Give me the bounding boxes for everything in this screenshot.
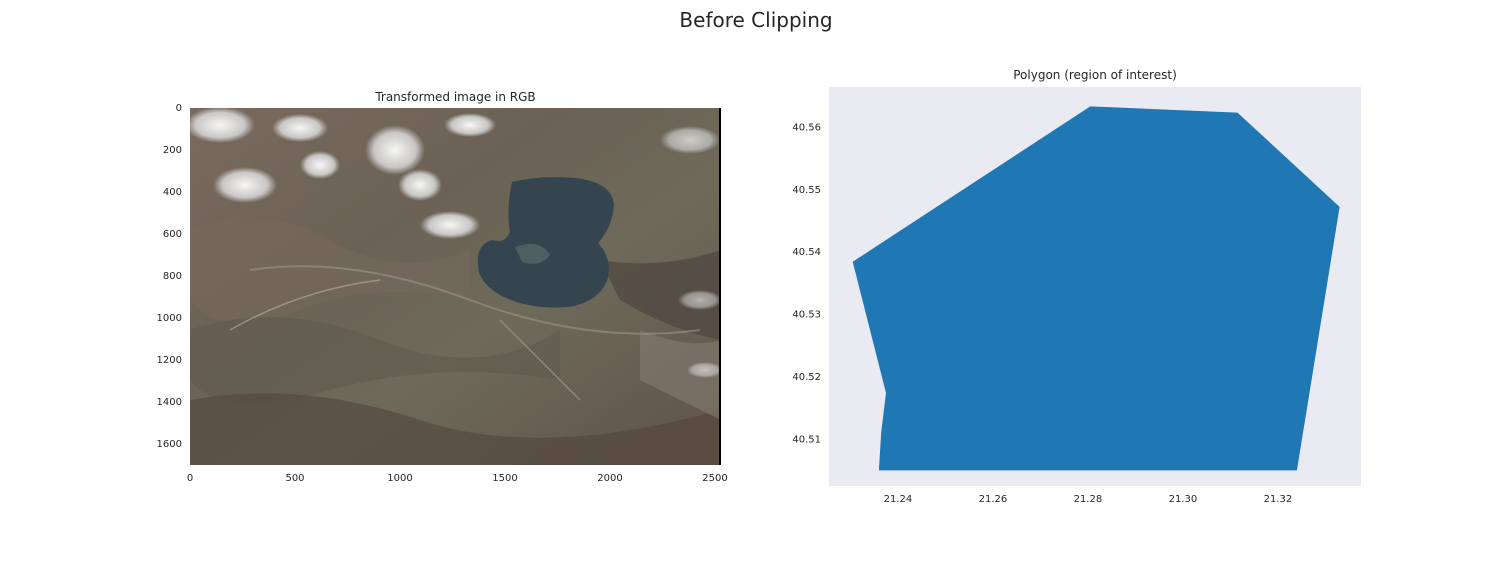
polygon-x-axis: 21.24 21.26 21.28 21.30 21.32 <box>884 494 1293 505</box>
x-tick-label: 1000 <box>387 473 412 484</box>
image-x-axis: 0 500 1000 1500 2000 2500 <box>187 473 728 484</box>
image-y-axis: 0 200 400 600 800 1000 1200 1400 1600 <box>157 103 182 450</box>
x-tick-label: 21.26 <box>979 494 1008 505</box>
y-tick-label: 200 <box>163 145 182 156</box>
x-tick-label: 500 <box>285 473 304 484</box>
x-tick-label: 0 <box>187 473 193 484</box>
x-tick-label: 2500 <box>702 473 727 484</box>
x-tick-label: 21.28 <box>1074 494 1103 505</box>
polygon-panel: Polygon (region of interest) 21.24 21.26 2… <box>792 68 1361 505</box>
y-tick-label: 40.52 <box>792 372 821 383</box>
y-tick-label: 1600 <box>157 439 182 450</box>
figure-suptitle: Before Clipping <box>679 8 832 32</box>
y-tick-label: 40.54 <box>792 247 821 258</box>
x-tick-label: 21.24 <box>884 494 913 505</box>
x-tick-label: 2000 <box>597 473 622 484</box>
y-tick-label: 600 <box>163 229 182 240</box>
y-tick-label: 40.56 <box>792 122 821 133</box>
x-tick-label: 21.30 <box>1169 494 1198 505</box>
y-tick-label: 1200 <box>157 355 182 366</box>
roi-polygon <box>852 106 1340 471</box>
x-tick-label: 21.32 <box>1264 494 1293 505</box>
x-tick-label: 1500 <box>492 473 517 484</box>
y-tick-label: 1000 <box>157 313 182 324</box>
lake <box>477 177 614 308</box>
image-panel: Transformed image in RGB <box>157 90 728 484</box>
y-tick-label: 1400 <box>157 397 182 408</box>
y-tick-label: 40.55 <box>792 185 821 196</box>
y-tick-label: 0 <box>176 103 182 114</box>
satellite-image <box>190 108 721 465</box>
y-tick-label: 400 <box>163 187 182 198</box>
y-tick-label: 40.51 <box>792 435 821 446</box>
polygon-panel-title: Polygon (region of interest) <box>1013 68 1177 82</box>
polygon-y-axis: 40.51 40.52 40.53 40.54 40.55 40.56 <box>792 122 821 445</box>
y-tick-label: 40.53 <box>792 310 821 321</box>
y-tick-label: 800 <box>163 271 182 282</box>
image-panel-title: Transformed image in RGB <box>374 90 535 104</box>
